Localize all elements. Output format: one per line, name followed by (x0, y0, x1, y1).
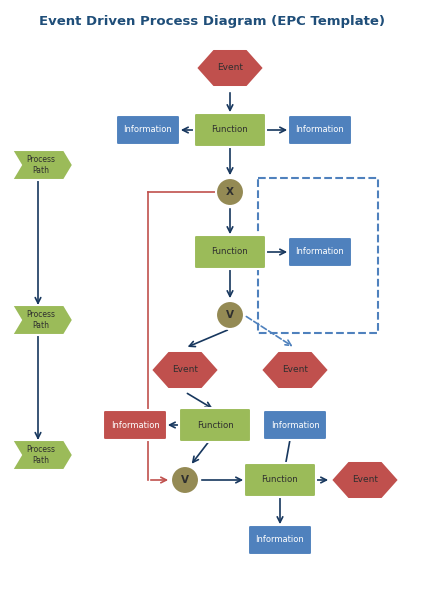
Polygon shape (12, 440, 73, 470)
FancyBboxPatch shape (248, 525, 312, 555)
Text: Process
Path: Process Path (26, 155, 56, 175)
Polygon shape (331, 461, 399, 499)
Text: Information: Information (296, 247, 344, 257)
FancyBboxPatch shape (288, 115, 352, 145)
Text: Function: Function (212, 125, 248, 134)
Text: V: V (226, 310, 234, 320)
FancyBboxPatch shape (288, 237, 352, 267)
Text: Event: Event (217, 64, 243, 73)
Circle shape (171, 466, 199, 494)
Circle shape (216, 301, 244, 329)
Text: Process
Path: Process Path (26, 445, 56, 464)
Polygon shape (151, 351, 219, 389)
Text: Event: Event (352, 475, 378, 485)
Text: Event: Event (282, 365, 308, 374)
Text: Event Driven Process Diagram (EPC Template): Event Driven Process Diagram (EPC Templa… (39, 16, 385, 28)
Text: X: X (226, 187, 234, 197)
FancyBboxPatch shape (244, 463, 316, 497)
FancyBboxPatch shape (103, 410, 167, 440)
Text: Event: Event (172, 365, 198, 374)
Text: Function: Function (212, 247, 248, 257)
Text: Information: Information (111, 421, 159, 430)
Polygon shape (261, 351, 329, 389)
Text: Information: Information (271, 421, 319, 430)
Text: Information: Information (256, 535, 304, 545)
Text: V: V (181, 475, 189, 485)
Text: Process
Path: Process Path (26, 310, 56, 329)
FancyBboxPatch shape (116, 115, 180, 145)
Bar (258, 178, 378, 333)
Text: Information: Information (124, 125, 173, 134)
Polygon shape (12, 305, 73, 335)
FancyBboxPatch shape (263, 410, 327, 440)
Polygon shape (196, 49, 264, 87)
Text: Information: Information (296, 125, 344, 134)
Text: Function: Function (262, 475, 298, 485)
Circle shape (216, 178, 244, 206)
Text: Function: Function (197, 421, 233, 430)
FancyBboxPatch shape (194, 113, 266, 147)
FancyBboxPatch shape (194, 235, 266, 269)
FancyBboxPatch shape (179, 408, 251, 442)
Polygon shape (12, 150, 73, 180)
